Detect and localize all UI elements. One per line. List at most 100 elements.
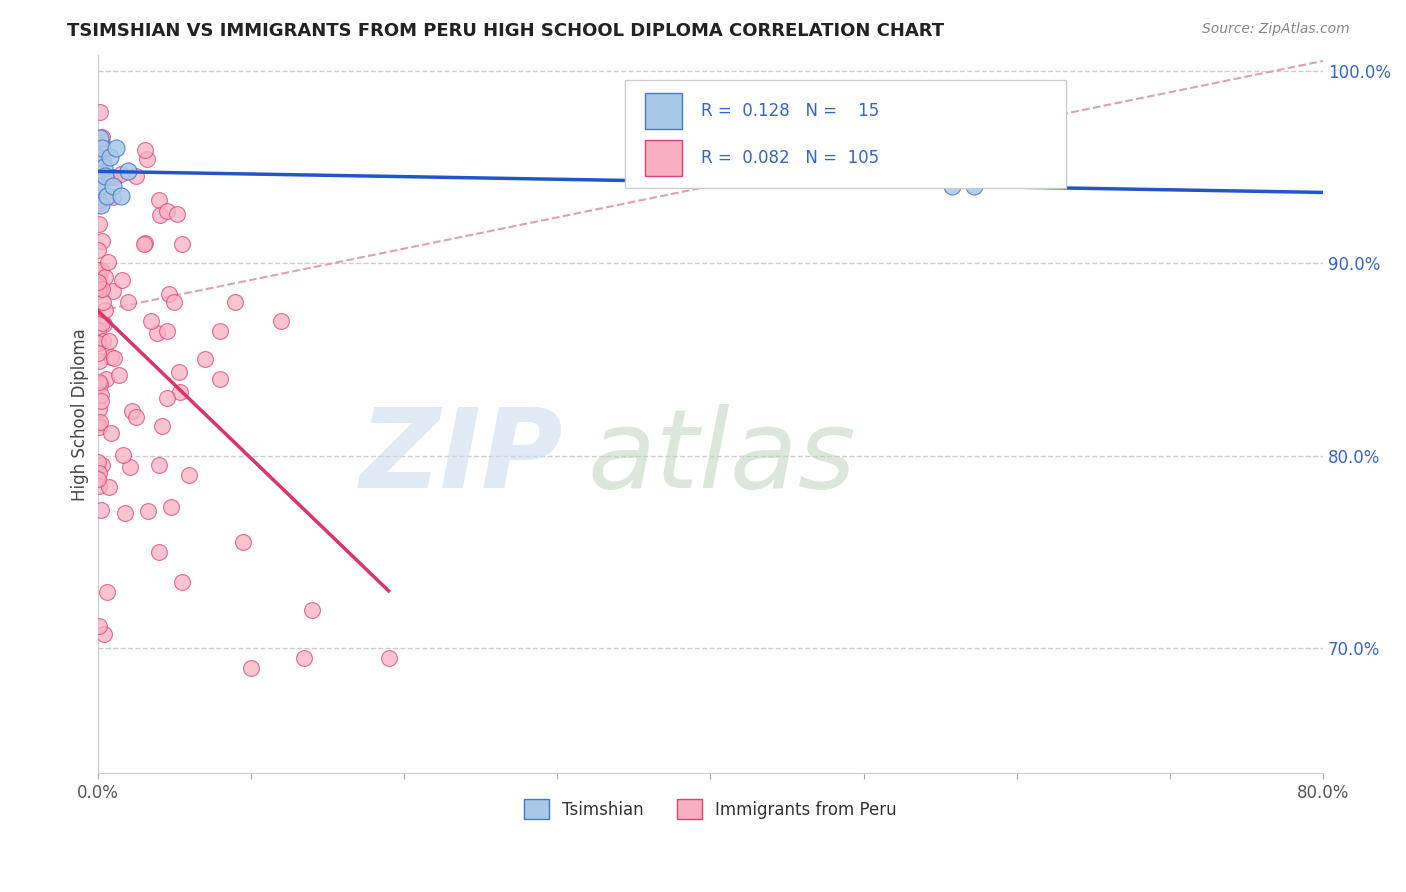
Point <box>169 384 191 399</box>
Point <box>91 294 114 309</box>
Point <box>166 206 188 220</box>
Text: TSIMSHIAN VS IMMIGRANTS FROM PERU HIGH SCHOOL DIPLOMA CORRELATION CHART: TSIMSHIAN VS IMMIGRANTS FROM PERU HIGH S… <box>67 22 945 40</box>
Text: Source: ZipAtlas.com: Source: ZipAtlas.com <box>1202 22 1350 37</box>
Point <box>90 234 112 248</box>
Point <box>87 275 110 289</box>
Point <box>100 350 122 364</box>
Text: R =  0.128   N =    15: R = 0.128 N = 15 <box>700 103 879 120</box>
Point <box>89 376 111 391</box>
Point <box>110 188 132 202</box>
Point <box>103 169 125 184</box>
Point <box>270 314 292 328</box>
Point <box>87 196 110 211</box>
Point <box>96 188 118 202</box>
Point <box>89 131 111 145</box>
Point <box>148 545 170 559</box>
Point <box>97 334 120 348</box>
Point <box>87 335 110 350</box>
Point <box>155 391 177 405</box>
Point <box>90 394 112 409</box>
Point <box>87 472 110 486</box>
Point <box>101 179 124 194</box>
Point <box>110 167 132 181</box>
Point <box>132 236 155 251</box>
Point <box>100 169 122 184</box>
Point <box>167 365 190 379</box>
Point <box>93 317 115 331</box>
Point <box>87 376 110 390</box>
Point <box>170 575 193 590</box>
Point <box>194 352 217 367</box>
Point <box>87 420 110 434</box>
Point <box>97 255 120 269</box>
Point <box>156 204 179 219</box>
Point <box>117 294 139 309</box>
Point <box>87 150 110 164</box>
Point <box>87 271 110 285</box>
Point <box>94 169 117 184</box>
Point <box>96 585 118 599</box>
Point <box>170 236 193 251</box>
Point <box>87 455 110 469</box>
Text: atlas: atlas <box>588 404 856 511</box>
Point <box>101 190 124 204</box>
Point <box>107 368 129 383</box>
Point <box>120 460 142 475</box>
Point <box>150 418 173 433</box>
Point <box>87 159 110 173</box>
Point <box>136 504 159 518</box>
Point <box>89 354 111 368</box>
Point <box>209 324 232 338</box>
Point <box>93 627 115 641</box>
Point <box>89 467 111 481</box>
Point <box>87 336 110 351</box>
Point <box>90 145 112 159</box>
Point <box>90 263 112 277</box>
Point <box>90 503 112 517</box>
Point <box>111 273 134 287</box>
Point <box>93 160 115 174</box>
Point <box>90 136 112 151</box>
Point <box>224 294 246 309</box>
Point <box>98 480 121 494</box>
Point <box>89 618 111 632</box>
Point <box>100 425 122 440</box>
Point <box>301 603 323 617</box>
Point <box>90 387 112 401</box>
Point <box>163 294 186 309</box>
Text: R =  0.082   N =  105: R = 0.082 N = 105 <box>700 150 879 168</box>
Point <box>91 334 114 348</box>
Point <box>179 467 201 482</box>
Point <box>101 285 124 299</box>
Point <box>87 243 110 257</box>
Point <box>135 153 157 167</box>
Text: ZIP: ZIP <box>360 404 564 511</box>
Point <box>89 176 111 190</box>
Point <box>90 316 112 330</box>
Point <box>89 105 111 120</box>
Point <box>104 140 127 154</box>
Point <box>114 506 136 520</box>
Point <box>160 500 183 514</box>
Point <box>155 324 177 338</box>
Point <box>98 150 121 164</box>
Legend: Tsimshian, Immigrants from Peru: Tsimshian, Immigrants from Peru <box>517 792 904 826</box>
Point <box>89 282 111 296</box>
Point <box>121 404 143 418</box>
Point <box>90 198 112 212</box>
Y-axis label: High School Diploma: High School Diploma <box>72 328 89 500</box>
Point <box>232 535 254 549</box>
Point <box>87 479 110 493</box>
Point <box>87 148 110 162</box>
Point <box>157 287 180 301</box>
Point <box>87 179 110 194</box>
Point <box>941 179 963 194</box>
Point <box>125 169 148 183</box>
Point <box>86 417 108 431</box>
Point <box>134 143 156 157</box>
FancyBboxPatch shape <box>624 80 1066 188</box>
Point <box>89 415 111 429</box>
Point <box>90 458 112 472</box>
Point <box>103 351 125 365</box>
Point <box>94 302 117 317</box>
